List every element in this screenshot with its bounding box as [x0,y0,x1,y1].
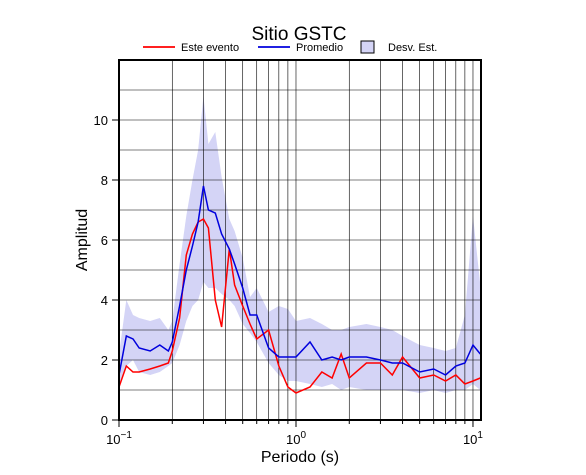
y-tick-label: 6 [101,233,108,248]
x-tick-base: 10 [106,432,120,447]
legend-label: Desv. Est. [388,42,437,54]
y-axis-label: Amplitud [74,209,91,271]
x-tick-exponent: 1 [477,430,483,441]
x-tick-label: 101 [463,430,483,447]
x-tick-exponent: 0 [300,430,306,441]
y-tick-label: 4 [101,293,108,308]
x-tick-base: 10 [463,432,477,447]
x-tick-label: 100 [286,430,306,447]
std-band [119,96,481,393]
y-tick-label: 10 [94,113,108,128]
legend-swatch [360,40,375,54]
x-tick-label: 10−1 [106,430,132,447]
chart-title: Sitio GSTC [251,24,346,45]
y-tick-label: 0 [101,413,108,428]
x-axis-label: Periodo (s) [261,449,339,466]
x-tick-base: 10 [286,432,300,447]
legend-label: Promedio [296,42,343,54]
legend-label: Este evento [181,42,239,54]
y-tick-label: 2 [101,353,108,368]
x-tick-exponent: −1 [121,430,133,441]
y-tick-label: 8 [101,173,108,188]
data-line [118,185,481,376]
data-line [118,217,481,394]
